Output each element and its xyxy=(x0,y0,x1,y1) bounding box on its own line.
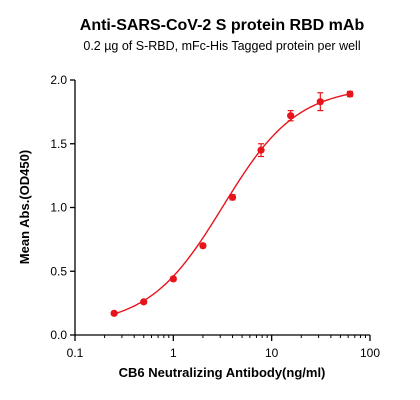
y-tick-label: 0.5 xyxy=(50,264,67,278)
data-point xyxy=(316,98,324,106)
ticks: 0.0 0.5 1.0 1.5 2.0 0.1 1 10 100 xyxy=(50,73,380,360)
y-axis-label: Mean Abs.(OD450) xyxy=(17,150,32,264)
x-tick-label: 0.1 xyxy=(67,346,84,360)
points-group xyxy=(110,90,354,317)
fit-curve-group xyxy=(113,93,351,315)
data-point xyxy=(140,298,148,306)
chart-title: Anti-SARS-CoV-2 S protein RBD mAb xyxy=(80,17,365,34)
y-tick-label: 1.0 xyxy=(50,201,67,215)
x-tick-label: 10 xyxy=(265,346,279,360)
data-point xyxy=(257,146,265,154)
data-point xyxy=(199,242,207,250)
data-point xyxy=(346,90,354,98)
y-tick-label: 2.0 xyxy=(50,73,67,87)
data-point xyxy=(169,275,177,283)
data-point xyxy=(228,193,237,201)
chart-subtitle: 0.2 µg of S-RBD, mFc-His Tagged protein … xyxy=(83,39,360,53)
data-point xyxy=(287,112,295,120)
data-point xyxy=(110,309,118,317)
y-tick-label: 0.0 xyxy=(50,328,67,342)
x-axis-label: CB6 Neutralizing Antibody(ng/ml) xyxy=(119,365,326,380)
fit-curve xyxy=(113,93,351,315)
y-tick-label: 1.5 xyxy=(50,137,67,151)
x-tick-label: 1 xyxy=(170,346,177,360)
x-tick-label: 100 xyxy=(360,346,380,360)
